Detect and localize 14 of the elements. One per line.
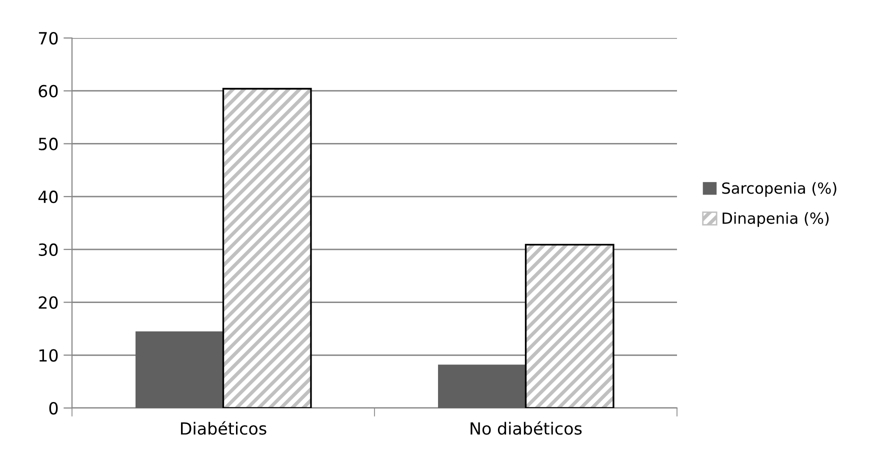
y-tick-label: 10	[39, 349, 58, 362]
legend-label: Sarcopenia (%)	[722, 182, 836, 197]
x-tick-label: Diabéticos	[181, 421, 266, 435]
y-tick-label: 50	[38, 138, 58, 150]
y-tick-label: 70	[38, 32, 58, 45]
bar	[438, 364, 526, 408]
y-tick-label: 60	[38, 84, 58, 98]
y-tick-label: 30	[38, 243, 58, 256]
x-tick-label: No diabéticos	[470, 421, 582, 435]
y-tick-label: 20	[38, 296, 58, 309]
bar	[136, 331, 224, 408]
legend-label: Dinapenia (%)	[722, 212, 829, 227]
y-tick-label: 0	[49, 402, 58, 415]
y-tick-label: 40	[38, 190, 58, 204]
